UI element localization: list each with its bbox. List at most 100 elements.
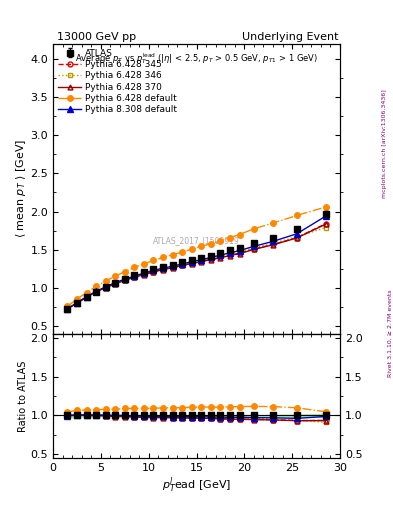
Pythia 6.428 370 [75, 300, 79, 306]
Pythia 8.308 default [180, 261, 185, 267]
Pythia 6.428 370 [141, 271, 146, 278]
Pythia 6.428 default [295, 212, 299, 219]
Pythia 8.308 default [237, 247, 242, 253]
Pythia 8.308 default [271, 238, 275, 244]
Pythia 8.308 default [252, 243, 256, 249]
Pythia 6.428 370 [271, 242, 275, 248]
Pythia 6.428 345 [84, 294, 89, 300]
Pythia 6.428 346 [84, 294, 89, 300]
Pythia 6.428 345 [218, 254, 223, 261]
Pythia 6.428 370 [252, 246, 256, 252]
Pythia 6.428 default [84, 289, 89, 295]
Pythia 6.428 345 [252, 246, 256, 252]
Text: mcplots.cern.ch [arXiv:1306.3436]: mcplots.cern.ch [arXiv:1306.3436] [382, 89, 387, 198]
Pythia 6.428 370 [161, 267, 165, 273]
Pythia 6.428 default [141, 261, 146, 267]
Line: Pythia 6.428 default: Pythia 6.428 default [64, 204, 329, 309]
Pythia 6.428 345 [113, 281, 118, 287]
Pythia 6.428 default [161, 254, 165, 261]
Pythia 6.428 370 [94, 289, 99, 295]
Pythia 6.428 default [323, 204, 328, 210]
Text: Underlying Event: Underlying Event [242, 32, 339, 42]
Pythia 8.308 default [199, 257, 204, 263]
Pythia 6.428 346 [295, 234, 299, 240]
Pythia 8.308 default [161, 265, 165, 271]
Pythia 6.428 370 [237, 250, 242, 257]
Pythia 8.308 default [113, 280, 118, 286]
Pythia 6.428 345 [199, 258, 204, 264]
Text: Rivet 3.1.10, ≥ 2.7M events: Rivet 3.1.10, ≥ 2.7M events [388, 289, 393, 377]
Text: 13000 GeV pp: 13000 GeV pp [57, 32, 136, 42]
Pythia 6.428 346 [75, 300, 79, 306]
Y-axis label: Ratio to ATLAS: Ratio to ATLAS [18, 360, 28, 432]
Pythia 6.428 346 [103, 284, 108, 290]
Pythia 8.308 default [218, 252, 223, 258]
Pythia 6.428 346 [180, 262, 185, 268]
Pythia 6.428 346 [323, 225, 328, 231]
Pythia 6.428 370 [132, 274, 137, 281]
Legend: ATLAS, Pythia 6.428 345, Pythia 6.428 346, Pythia 6.428 370, Pythia 6.428 defaul: ATLAS, Pythia 6.428 345, Pythia 6.428 34… [57, 47, 178, 116]
Pythia 6.428 370 [199, 259, 204, 265]
Pythia 6.428 default [94, 283, 99, 289]
Pythia 6.428 346 [237, 249, 242, 255]
Pythia 6.428 default [189, 246, 194, 252]
Pythia 6.428 345 [151, 268, 156, 274]
Pythia 6.428 370 [113, 281, 118, 287]
Pythia 8.308 default [228, 250, 232, 256]
Pythia 6.428 346 [161, 266, 165, 272]
Pythia 6.428 346 [271, 240, 275, 246]
X-axis label: $p_T^l\mathrm{ead}$ [GeV]: $p_T^l\mathrm{ead}$ [GeV] [162, 476, 231, 496]
Pythia 8.308 default [132, 273, 137, 279]
Pythia 6.428 345 [189, 260, 194, 266]
Pythia 6.428 default [75, 296, 79, 302]
Pythia 6.428 370 [151, 269, 156, 275]
Line: Pythia 6.428 346: Pythia 6.428 346 [65, 225, 328, 311]
Pythia 8.308 default [65, 306, 70, 312]
Pythia 6.428 346 [218, 253, 223, 260]
Pythia 6.428 default [151, 258, 156, 264]
Pythia 6.428 345 [323, 221, 328, 227]
Pythia 6.428 346 [123, 277, 127, 283]
Pythia 6.428 default [65, 303, 70, 309]
Pythia 6.428 default [218, 238, 223, 244]
Pythia 6.428 default [180, 249, 185, 255]
Pythia 6.428 345 [170, 264, 175, 270]
Pythia 6.428 370 [65, 306, 70, 312]
Pythia 6.428 345 [208, 257, 213, 263]
Pythia 6.428 346 [65, 306, 70, 312]
Pythia 6.428 default [103, 278, 108, 284]
Pythia 6.428 370 [295, 235, 299, 241]
Pythia 6.428 370 [103, 285, 108, 291]
Pythia 8.308 default [189, 259, 194, 265]
Pythia 6.428 default [228, 234, 232, 241]
Pythia 6.428 345 [271, 241, 275, 247]
Pythia 8.308 default [94, 288, 99, 294]
Pythia 6.428 default [132, 264, 137, 270]
Pythia 6.428 345 [295, 234, 299, 241]
Pythia 6.428 370 [189, 261, 194, 267]
Pythia 6.428 345 [228, 252, 232, 258]
Pythia 6.428 370 [323, 221, 328, 227]
Pythia 8.308 default [170, 263, 175, 269]
Pythia 6.428 345 [103, 284, 108, 290]
Line: Pythia 6.428 345: Pythia 6.428 345 [65, 221, 328, 311]
Y-axis label: $\langle$ mean $p_T$ $\rangle$ [GeV]: $\langle$ mean $p_T$ $\rangle$ [GeV] [14, 139, 28, 239]
Pythia 6.428 default [208, 241, 213, 247]
Pythia 8.308 default [208, 254, 213, 261]
Line: Pythia 8.308 default: Pythia 8.308 default [64, 214, 329, 312]
Pythia 6.428 346 [132, 274, 137, 280]
Text: Average $p_T$ vs $p_T^{\mathrm{lead}}$ ($|\eta|$ < 2.5, $p_T$ > 0.5 GeV, $p_{T1}: Average $p_T$ vs $p_T^{\mathrm{lead}}$ (… [75, 51, 318, 66]
Pythia 6.428 346 [199, 258, 204, 264]
Pythia 6.428 default [113, 273, 118, 279]
Pythia 6.428 345 [132, 274, 137, 280]
Pythia 8.308 default [84, 294, 89, 300]
Pythia 8.308 default [141, 270, 146, 276]
Pythia 8.308 default [295, 231, 299, 237]
Pythia 6.428 346 [151, 268, 156, 274]
Pythia 6.428 345 [237, 250, 242, 257]
Pythia 6.428 345 [94, 289, 99, 295]
Pythia 6.428 370 [228, 252, 232, 259]
Pythia 6.428 default [199, 243, 204, 249]
Pythia 6.428 345 [161, 266, 165, 272]
Pythia 6.428 346 [141, 271, 146, 277]
